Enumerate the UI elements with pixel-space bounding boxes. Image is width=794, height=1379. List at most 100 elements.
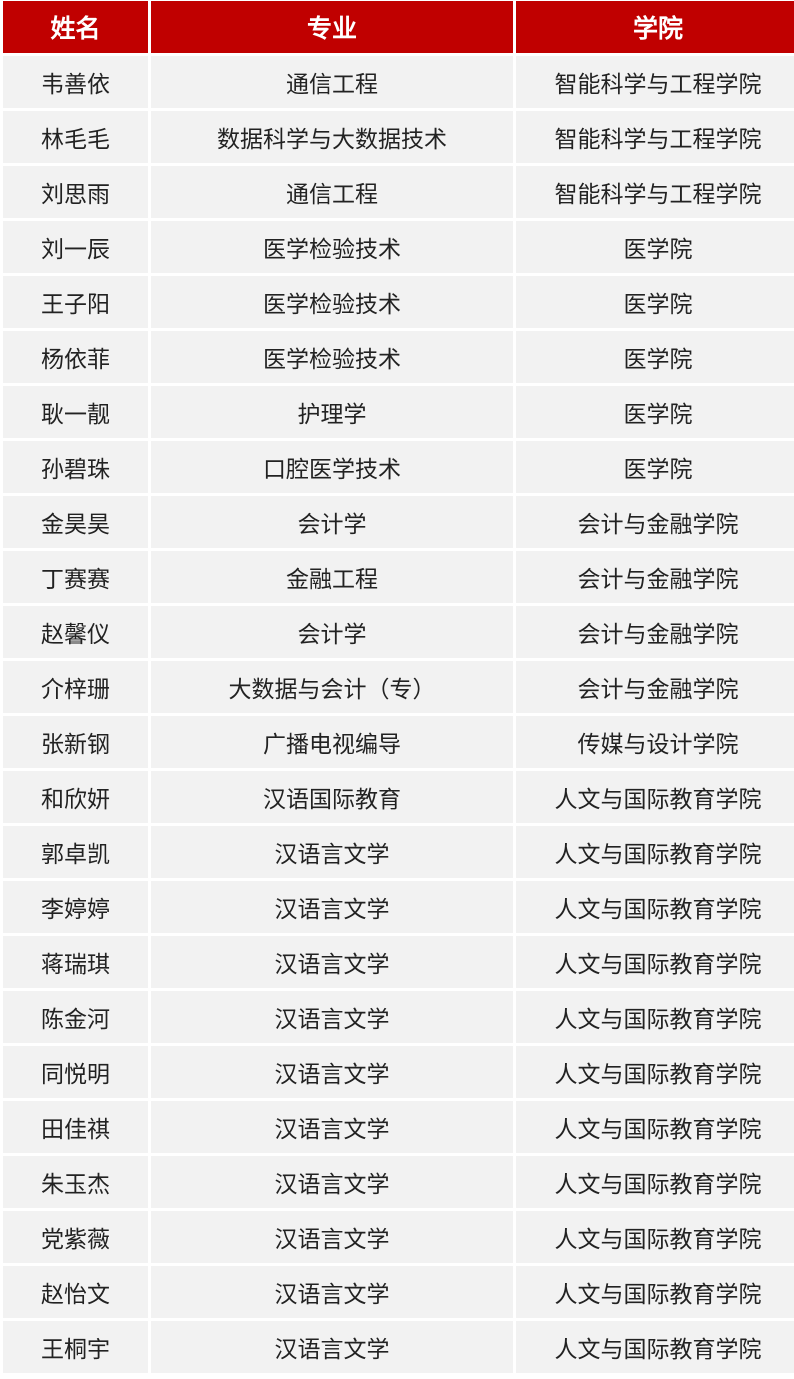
cell-college: 人文与国际教育学院 xyxy=(516,1046,794,1098)
cell-major: 大数据与会计（专） xyxy=(151,661,513,713)
cell-name: 郭卓凯 xyxy=(3,826,148,878)
cell-major: 医学检验技术 xyxy=(151,331,513,383)
cell-major: 广播电视编导 xyxy=(151,716,513,768)
table-row: 赵馨仪 会计学 会计与金融学院 xyxy=(3,606,794,658)
cell-college: 智能科学与工程学院 xyxy=(516,166,794,218)
cell-college: 会计与金融学院 xyxy=(516,606,794,658)
table-row: 刘思雨 通信工程 智能科学与工程学院 xyxy=(3,166,794,218)
cell-major: 汉语言文学 xyxy=(151,881,513,933)
cell-college: 会计与金融学院 xyxy=(516,551,794,603)
cell-major: 通信工程 xyxy=(151,166,513,218)
cell-college: 医学院 xyxy=(516,221,794,273)
cell-major: 口腔医学技术 xyxy=(151,441,513,493)
cell-major: 汉语言文学 xyxy=(151,1211,513,1263)
table-row: 陈金河 汉语言文学 人文与国际教育学院 xyxy=(3,991,794,1043)
cell-major: 汉语言文学 xyxy=(151,936,513,988)
cell-college: 会计与金融学院 xyxy=(516,496,794,548)
table-row: 郭卓凯 汉语言文学 人文与国际教育学院 xyxy=(3,826,794,878)
cell-name: 党紫薇 xyxy=(3,1211,148,1263)
cell-major: 通信工程 xyxy=(151,56,513,108)
cell-college: 人文与国际教育学院 xyxy=(516,1266,794,1318)
table-row: 耿一靓 护理学 医学院 xyxy=(3,386,794,438)
cell-name: 金昊昊 xyxy=(3,496,148,548)
cell-major: 金融工程 xyxy=(151,551,513,603)
cell-name: 耿一靓 xyxy=(3,386,148,438)
table-row: 蒋瑞琪 汉语言文学 人文与国际教育学院 xyxy=(3,936,794,988)
cell-college: 人文与国际教育学院 xyxy=(516,826,794,878)
cell-name: 田佳祺 xyxy=(3,1101,148,1153)
table-row: 王桐宇 汉语言文学 人文与国际教育学院 xyxy=(3,1321,794,1373)
header-name: 姓名 xyxy=(3,1,148,53)
cell-major: 会计学 xyxy=(151,496,513,548)
cell-major: 数据科学与大数据技术 xyxy=(151,111,513,163)
cell-college: 人文与国际教育学院 xyxy=(516,1321,794,1373)
table-row: 韦善依 通信工程 智能科学与工程学院 xyxy=(3,56,794,108)
cell-college: 医学院 xyxy=(516,386,794,438)
cell-college: 人文与国际教育学院 xyxy=(516,1156,794,1208)
cell-name: 丁赛赛 xyxy=(3,551,148,603)
cell-college: 智能科学与工程学院 xyxy=(516,56,794,108)
cell-college: 人文与国际教育学院 xyxy=(516,771,794,823)
table-row: 王子阳 医学检验技术 医学院 xyxy=(3,276,794,328)
table-row: 同悦明 汉语言文学 人文与国际教育学院 xyxy=(3,1046,794,1098)
cell-name: 张新钢 xyxy=(3,716,148,768)
cell-college: 智能科学与工程学院 xyxy=(516,111,794,163)
cell-name: 杨依菲 xyxy=(3,331,148,383)
cell-college: 医学院 xyxy=(516,276,794,328)
table-row: 介梓珊 大数据与会计（专） 会计与金融学院 xyxy=(3,661,794,713)
cell-name: 和欣妍 xyxy=(3,771,148,823)
cell-name: 林毛毛 xyxy=(3,111,148,163)
cell-college: 会计与金融学院 xyxy=(516,661,794,713)
table-body: 韦善依 通信工程 智能科学与工程学院 林毛毛 数据科学与大数据技术 智能科学与工程学院 刘思… xyxy=(3,56,794,1373)
cell-major: 汉语言文学 xyxy=(151,1321,513,1373)
table-row: 赵怡文 汉语言文学 人文与国际教育学院 xyxy=(3,1266,794,1318)
cell-college: 人文与国际教育学院 xyxy=(516,881,794,933)
table-row: 孙碧珠 口腔医学技术 医学院 xyxy=(3,441,794,493)
cell-name: 王桐宇 xyxy=(3,1321,148,1373)
cell-major: 护理学 xyxy=(151,386,513,438)
cell-name: 赵怡文 xyxy=(3,1266,148,1318)
cell-college: 人文与国际教育学院 xyxy=(516,936,794,988)
cell-name: 朱玉杰 xyxy=(3,1156,148,1208)
cell-major: 汉语言文学 xyxy=(151,1266,513,1318)
cell-name: 孙碧珠 xyxy=(3,441,148,493)
cell-name: 蒋瑞琪 xyxy=(3,936,148,988)
cell-name: 赵馨仪 xyxy=(3,606,148,658)
table-row: 林毛毛 数据科学与大数据技术 智能科学与工程学院 xyxy=(3,111,794,163)
cell-major: 会计学 xyxy=(151,606,513,658)
table-row: 和欣妍 汉语国际教育 人文与国际教育学院 xyxy=(3,771,794,823)
cell-college: 传媒与设计学院 xyxy=(516,716,794,768)
cell-major: 医学检验技术 xyxy=(151,221,513,273)
table-row: 党紫薇 汉语言文学 人文与国际教育学院 xyxy=(3,1211,794,1263)
cell-college: 人文与国际教育学院 xyxy=(516,1211,794,1263)
cell-major: 医学检验技术 xyxy=(151,276,513,328)
cell-major: 汉语言文学 xyxy=(151,826,513,878)
cell-major: 汉语言文学 xyxy=(151,1101,513,1153)
cell-name: 刘思雨 xyxy=(3,166,148,218)
cell-college: 医学院 xyxy=(516,441,794,493)
cell-major: 汉语言文学 xyxy=(151,1156,513,1208)
header-college: 学院 xyxy=(516,1,794,53)
cell-major: 汉语言文学 xyxy=(151,991,513,1043)
table-row: 杨依菲 医学检验技术 医学院 xyxy=(3,331,794,383)
table-row: 朱玉杰 汉语言文学 人文与国际教育学院 xyxy=(3,1156,794,1208)
cell-major: 汉语言文学 xyxy=(151,1046,513,1098)
header-major: 专业 xyxy=(151,1,513,53)
cell-major: 汉语国际教育 xyxy=(151,771,513,823)
cell-college: 人文与国际教育学院 xyxy=(516,1101,794,1153)
cell-name: 同悦明 xyxy=(3,1046,148,1098)
cell-name: 王子阳 xyxy=(3,276,148,328)
cell-college: 医学院 xyxy=(516,331,794,383)
cell-name: 韦善依 xyxy=(3,56,148,108)
table-row: 田佳祺 汉语言文学 人文与国际教育学院 xyxy=(3,1101,794,1153)
table-header-row: 姓名 专业 学院 xyxy=(3,1,794,53)
table-row: 丁赛赛 金融工程 会计与金融学院 xyxy=(3,551,794,603)
table-row: 李婷婷 汉语言文学 人文与国际教育学院 xyxy=(3,881,794,933)
cell-college: 人文与国际教育学院 xyxy=(516,991,794,1043)
cell-name: 李婷婷 xyxy=(3,881,148,933)
table-row: 刘一辰 医学检验技术 医学院 xyxy=(3,221,794,273)
cell-name: 陈金河 xyxy=(3,991,148,1043)
table-row: 张新钢 广播电视编导 传媒与设计学院 xyxy=(3,716,794,768)
table-row: 金昊昊 会计学 会计与金融学院 xyxy=(3,496,794,548)
